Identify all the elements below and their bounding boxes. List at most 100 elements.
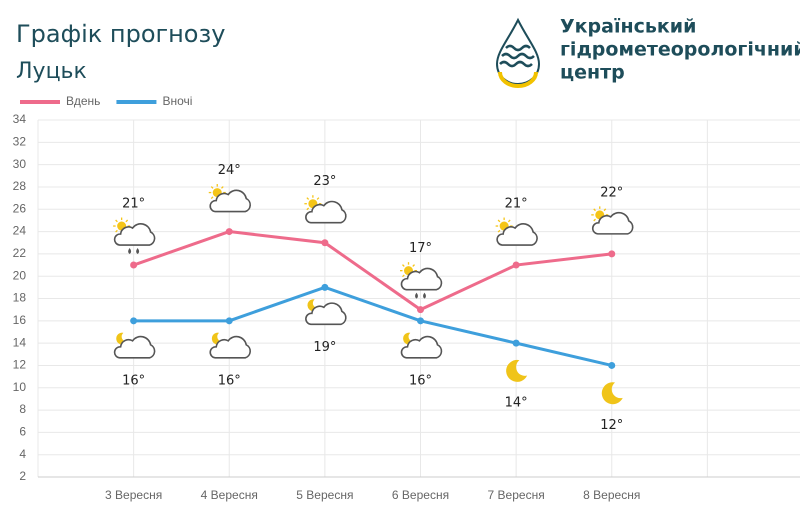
point bbox=[512, 339, 520, 347]
y-tick-label: 20 bbox=[13, 268, 27, 282]
legend-label: Вдень bbox=[66, 94, 100, 108]
y-tick-label: 32 bbox=[13, 134, 27, 148]
cloud bbox=[209, 189, 251, 213]
sun-ray bbox=[507, 219, 511, 223]
y-tick-label: 14 bbox=[13, 335, 27, 349]
point bbox=[417, 317, 424, 325]
rain-drop bbox=[423, 292, 426, 299]
cloud bbox=[400, 267, 443, 291]
y-tick-label: 28 bbox=[13, 179, 27, 193]
sun-ray bbox=[593, 208, 596, 212]
point bbox=[608, 250, 616, 258]
data-label: 16° bbox=[409, 373, 432, 388]
sun-ray bbox=[603, 208, 607, 212]
data-label: 21° bbox=[505, 197, 528, 212]
chart-subtitle: Луцьк bbox=[16, 59, 87, 84]
weather-icon bbox=[208, 184, 251, 213]
point bbox=[130, 317, 138, 325]
data-label: 21° bbox=[122, 197, 145, 212]
y-tick-label: 8 bbox=[19, 402, 26, 416]
sun-ray bbox=[115, 229, 118, 233]
weather-icon bbox=[305, 299, 347, 326]
cloud bbox=[305, 200, 347, 224]
point bbox=[512, 261, 520, 269]
data-label: 22° bbox=[600, 185, 623, 200]
data-label: 16° bbox=[122, 373, 145, 388]
sun-ray bbox=[593, 218, 596, 222]
y-tick-label: 4 bbox=[19, 447, 26, 461]
x-tick-label: 8 Вересня bbox=[583, 488, 640, 502]
rain-drop bbox=[415, 292, 418, 299]
logo-icon bbox=[495, 17, 541, 88]
point bbox=[321, 283, 329, 291]
data-label: 23° bbox=[313, 174, 336, 189]
sun-ray bbox=[210, 196, 214, 200]
point bbox=[608, 361, 616, 369]
point bbox=[225, 228, 233, 236]
x-tick-label: 6 Вересня bbox=[392, 488, 449, 502]
data-label: 14° bbox=[505, 396, 528, 411]
point bbox=[321, 239, 329, 247]
x-tick-label: 5 Вересня bbox=[296, 488, 353, 502]
weather-icon bbox=[506, 359, 528, 382]
sun-ray bbox=[402, 264, 405, 267]
sun-ray bbox=[497, 219, 501, 223]
x-tick-label: 4 Вересня bbox=[201, 488, 258, 502]
cloud bbox=[113, 223, 156, 246]
cloud bbox=[591, 211, 634, 235]
sun-ray bbox=[412, 264, 415, 267]
point bbox=[130, 261, 138, 269]
y-tick-label: 34 bbox=[13, 112, 27, 126]
data-label: 16° bbox=[218, 373, 241, 388]
data-label: 12° bbox=[600, 418, 623, 433]
y-tick-label: 12 bbox=[13, 358, 27, 372]
legend-label: Вночі bbox=[162, 94, 192, 108]
y-tick-label: 18 bbox=[13, 291, 27, 305]
y-tick-label: 30 bbox=[13, 157, 27, 171]
point bbox=[225, 317, 233, 325]
cloud bbox=[113, 335, 156, 359]
logo-text: гідрометеорологічний bbox=[560, 39, 800, 61]
rain-drop bbox=[128, 248, 132, 255]
weather-icon bbox=[113, 332, 156, 359]
weather-icon bbox=[495, 217, 538, 246]
weather-icon bbox=[113, 217, 156, 255]
cloud bbox=[400, 335, 443, 359]
data-label: 17° bbox=[409, 241, 432, 256]
sun-ray bbox=[402, 274, 405, 278]
sun-ray bbox=[306, 197, 310, 200]
y-tick-label: 2 bbox=[19, 469, 26, 483]
data-label: 19° bbox=[313, 340, 336, 355]
sun-ray bbox=[316, 197, 320, 200]
weather-icon bbox=[601, 382, 623, 405]
weather-icon bbox=[400, 262, 443, 299]
y-tick-label: 22 bbox=[13, 246, 27, 260]
sun-ray bbox=[221, 186, 224, 189]
weather-icon bbox=[591, 206, 634, 235]
line bbox=[133, 230, 612, 312]
weather-icon bbox=[304, 195, 347, 224]
sun-ray bbox=[306, 207, 310, 211]
rain-drop bbox=[136, 248, 140, 255]
weather-icon bbox=[209, 332, 251, 359]
y-tick-label: 10 bbox=[13, 380, 27, 394]
logo-text: Український bbox=[560, 16, 696, 38]
y-tick-label: 26 bbox=[13, 201, 27, 215]
chart-title: Графік прогнозу bbox=[16, 20, 225, 48]
moon bbox=[506, 359, 528, 382]
sun-ray bbox=[497, 229, 501, 233]
y-tick-label: 6 bbox=[19, 425, 26, 439]
cloud bbox=[305, 302, 347, 326]
logo-text: центр bbox=[560, 62, 625, 84]
line bbox=[133, 285, 613, 367]
moon bbox=[601, 382, 623, 405]
y-tick-label: 24 bbox=[13, 224, 27, 238]
point bbox=[417, 306, 424, 314]
weather-icon bbox=[400, 332, 443, 359]
x-tick-label: 3 Вересня bbox=[105, 488, 162, 502]
sun-ray bbox=[115, 219, 118, 223]
cloud bbox=[496, 223, 538, 246]
sun-ray bbox=[210, 186, 214, 189]
data-label: 24° bbox=[218, 163, 241, 178]
